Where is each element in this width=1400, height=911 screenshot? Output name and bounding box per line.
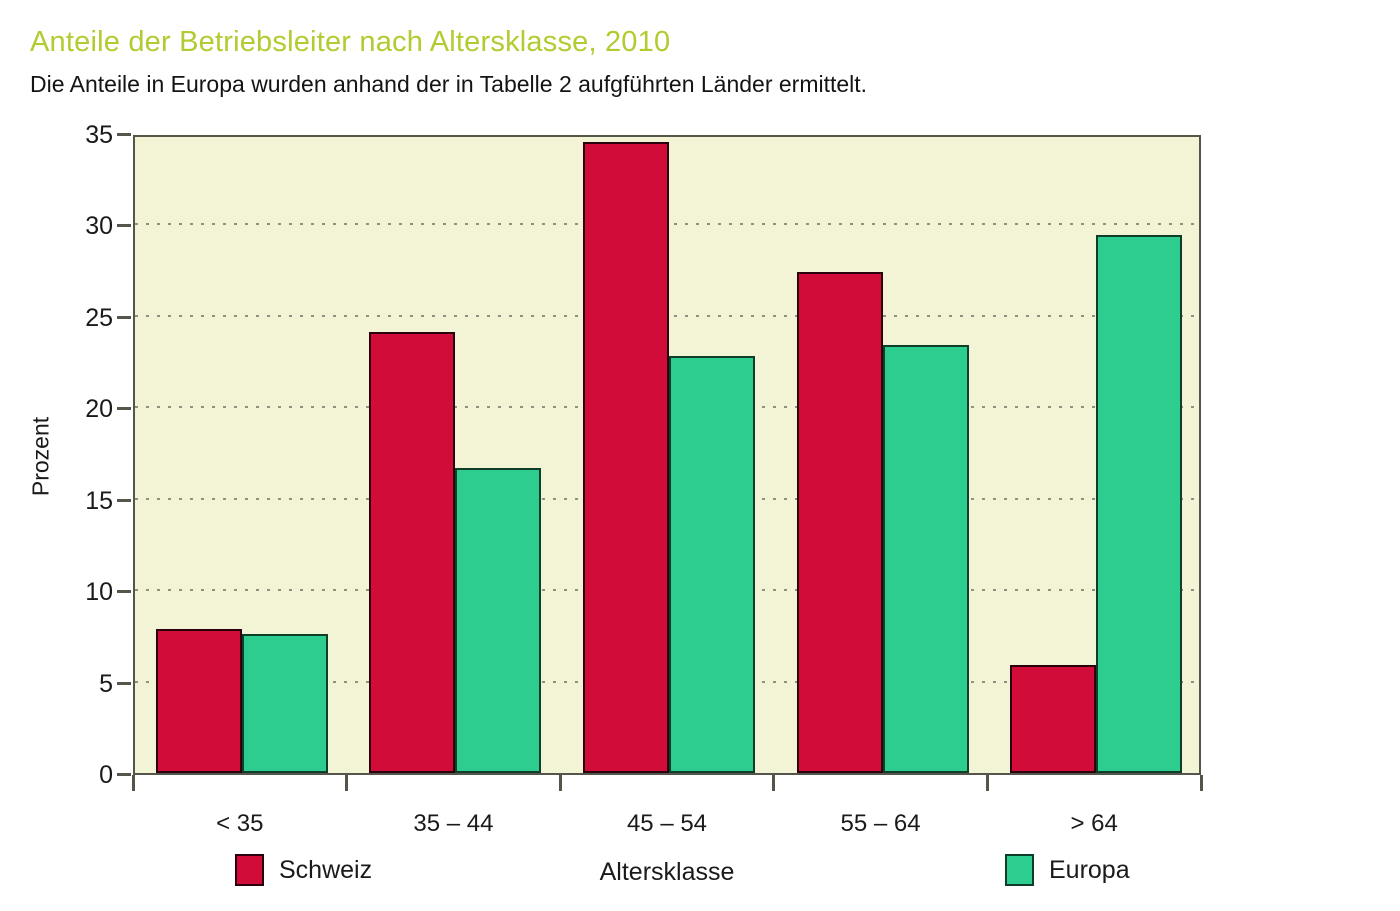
x-category-label-3: 55 – 64 [840,810,921,837]
y-tick-10 [117,590,131,594]
x-tick-2 [558,775,562,791]
y-tick-30 [117,224,131,228]
bar-europa-1 [455,467,542,773]
bar-europa-0 [241,634,328,773]
y-tick-label-25: 25 [85,303,113,332]
bar-schweiz-2 [583,142,669,773]
legend-label-europa: Europa [1049,855,1130,884]
bar-schweiz-1 [369,332,456,773]
y-tick-5 [117,681,131,685]
y-tick-label-0: 0 [99,761,113,789]
y-tick-label-10: 10 [85,578,113,607]
x-category-label-4: > 64 [1070,810,1118,837]
y-tick-label-5: 5 [99,669,113,698]
legend-item-europa: Europa [1005,852,1130,888]
x-axis-title: Altersklasse [599,858,735,886]
x-category-label-0: < 35 [216,810,264,837]
y-tick-0 [117,773,131,776]
x-category-label-2: 45 – 54 [626,810,708,837]
x-tick-0 [131,775,135,791]
legend-swatch-schweiz [235,854,264,886]
bar-schweiz-0 [155,628,242,773]
bar-schweiz-3 [796,271,883,773]
legend-label-schweiz: Schweiz [279,855,373,884]
y-tick-label-15: 15 [85,486,113,515]
x-tick-1 [345,775,349,791]
plot-area [133,135,1201,775]
y-tick-25 [117,315,131,319]
bar-europa-3 [882,345,969,773]
bar-europa-4 [1096,235,1183,773]
y-tick-label-35: 35 [85,121,113,149]
chart-subtitle: Die Anteile in Europa wurden anhand der … [30,71,868,97]
y-tick-20 [117,407,131,411]
y-tick-label-20: 20 [85,395,113,424]
x-tick-5 [1199,775,1203,791]
x-tick-3 [772,775,776,791]
legend-item-schweiz: Schweiz [235,852,372,888]
legend-swatch-europa [1005,854,1034,886]
bar-europa-2 [669,356,755,773]
y-tick-15 [117,498,131,502]
chart-title: Anteile der Betriebsleiter nach Alterskl… [30,26,671,58]
x-category-label-1: 35 – 44 [413,810,494,837]
y-tick-label-30: 30 [85,212,113,241]
y-tick-35 [117,133,131,136]
bar-schweiz-4 [1010,665,1097,773]
x-tick-4 [985,775,989,791]
